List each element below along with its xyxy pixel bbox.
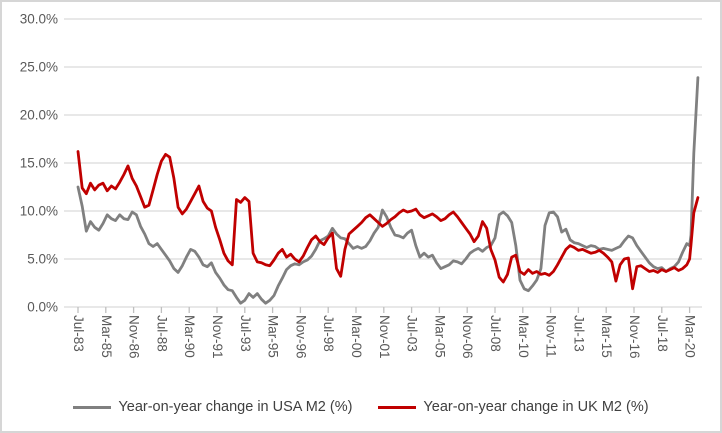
- x-tick-label: Mar-20: [683, 315, 698, 358]
- x-tick-label: Jul-98: [321, 315, 336, 352]
- x-tick-label: Jul-03: [405, 315, 420, 352]
- x-tick-label: Jul-08: [488, 315, 503, 352]
- uk-m2-line: [76, 150, 700, 291]
- x-tick-label: Nov-86: [127, 315, 142, 359]
- y-tick-label: 15.0%: [20, 156, 58, 171]
- y-tick-label: 5.0%: [27, 252, 58, 267]
- x-tick-label: Nov-91: [210, 315, 225, 359]
- legend-item-uk: Year-on-year change in UK M2 (%): [378, 399, 649, 415]
- x-tick-label: Nov-06: [460, 315, 475, 359]
- x-tick-label: Mar-95: [266, 315, 281, 358]
- x-tick-label: Jul-88: [154, 315, 169, 352]
- x-tick-label: Nov-11: [544, 315, 559, 358]
- y-tick-label: 0.0%: [27, 300, 58, 315]
- chart-legend: Year-on-year change in USA M2 (%) Year-o…: [2, 394, 720, 420]
- y-tick-label: 25.0%: [20, 60, 58, 75]
- usa-line-swatch: [73, 405, 112, 409]
- uk-line-swatch: [378, 405, 417, 409]
- legend-label-uk: Year-on-year change in UK M2 (%): [423, 399, 649, 415]
- legend-label-usa: Year-on-year change in USA M2 (%): [118, 399, 353, 415]
- x-tick-label: Nov-16: [627, 315, 642, 359]
- x-tick-label: Mar-10: [516, 315, 531, 358]
- x-tick-label: Jul-18: [655, 315, 670, 352]
- x-tick-label: Jul-13: [571, 315, 586, 352]
- x-tick-label: Nov-01: [377, 315, 392, 359]
- legend-item-usa: Year-on-year change in USA M2 (%): [73, 399, 352, 415]
- x-tick-label: Jul-93: [238, 315, 253, 352]
- x-axis-labels: Jul-83 Mar-85 Nov-86 Jul-88 Mar-90 Nov-91 Jul-…: [71, 315, 698, 359]
- usa-m2-line: [76, 76, 700, 305]
- y-tick-label: 20.0%: [20, 108, 58, 123]
- axis-ticks: [77, 307, 691, 313]
- x-tick-label: Mar-15: [599, 315, 614, 358]
- y-tick-label: 10.0%: [20, 204, 58, 219]
- x-tick-label: Jul-83: [71, 315, 86, 352]
- series-lines: [76, 76, 700, 305]
- y-tick-label: 30.0%: [20, 12, 58, 27]
- x-tick-label: Mar-85: [99, 315, 114, 358]
- x-tick-label: Nov-96: [293, 315, 308, 359]
- x-tick-label: Mar-05: [432, 315, 447, 358]
- x-tick-label: Mar-90: [182, 315, 197, 358]
- x-tick-label: Mar-00: [349, 315, 364, 358]
- y-axis-labels: 0.0% 5.0% 10.0% 15.0% 20.0% 25.0% 30.0%: [20, 12, 58, 315]
